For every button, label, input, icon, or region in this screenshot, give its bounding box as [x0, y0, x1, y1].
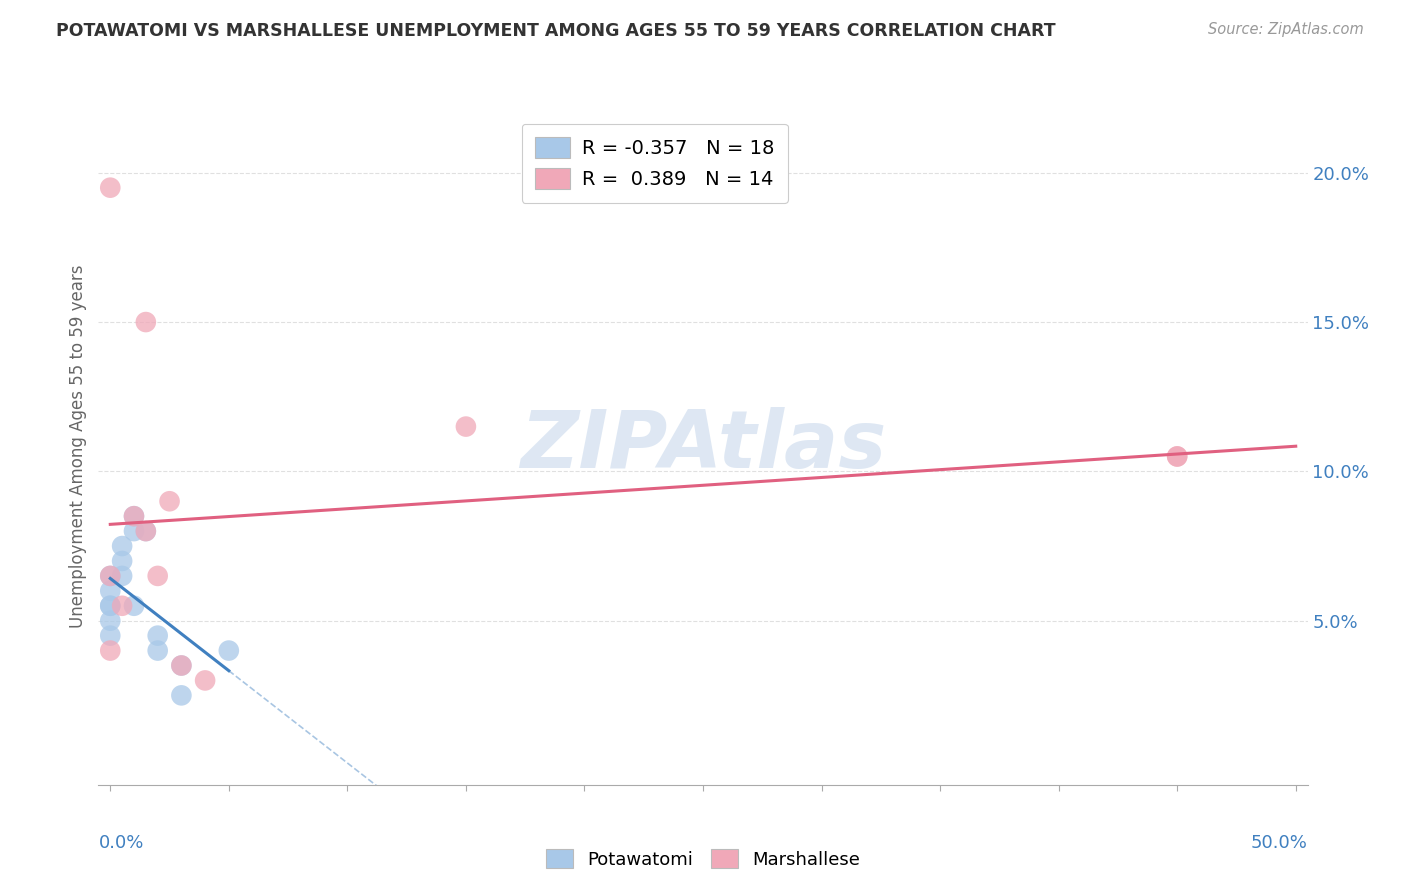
- Point: [194, 673, 217, 688]
- Y-axis label: Unemployment Among Ages 55 to 59 years: Unemployment Among Ages 55 to 59 years: [69, 264, 87, 628]
- Point: [111, 539, 134, 553]
- Legend: Potawatomi, Marshallese: Potawatomi, Marshallese: [538, 842, 868, 876]
- Point: [122, 599, 145, 613]
- Point: [111, 599, 134, 613]
- Point: [98, 583, 121, 598]
- Point: [98, 614, 121, 628]
- Point: [170, 689, 193, 703]
- Point: [122, 524, 145, 538]
- Text: ZIPAtlas: ZIPAtlas: [520, 407, 886, 485]
- Point: [122, 509, 145, 524]
- Text: POTAWATOMI VS MARSHALLESE UNEMPLOYMENT AMONG AGES 55 TO 59 YEARS CORRELATION CHA: POTAWATOMI VS MARSHALLESE UNEMPLOYMENT A…: [56, 22, 1056, 40]
- Point: [170, 658, 193, 673]
- Point: [98, 569, 121, 583]
- Point: [135, 524, 157, 538]
- Point: [122, 509, 145, 524]
- Legend: R = -0.357   N = 18, R =  0.389   N = 14: R = -0.357 N = 18, R = 0.389 N = 14: [522, 123, 787, 202]
- Point: [111, 554, 134, 568]
- Point: [146, 629, 169, 643]
- Point: [135, 315, 157, 329]
- Point: [159, 494, 181, 508]
- Point: [1166, 450, 1188, 464]
- Point: [135, 524, 157, 538]
- Point: [98, 629, 121, 643]
- Point: [111, 569, 134, 583]
- Point: [170, 658, 193, 673]
- Point: [146, 643, 169, 657]
- Point: [218, 643, 240, 657]
- Point: [98, 643, 121, 657]
- Point: [454, 419, 477, 434]
- Text: 50.0%: 50.0%: [1251, 834, 1308, 852]
- Text: 0.0%: 0.0%: [98, 834, 143, 852]
- Point: [98, 599, 121, 613]
- Text: Source: ZipAtlas.com: Source: ZipAtlas.com: [1208, 22, 1364, 37]
- Point: [146, 569, 169, 583]
- Point: [1166, 450, 1188, 464]
- Point: [98, 569, 121, 583]
- Point: [98, 599, 121, 613]
- Point: [98, 180, 121, 194]
